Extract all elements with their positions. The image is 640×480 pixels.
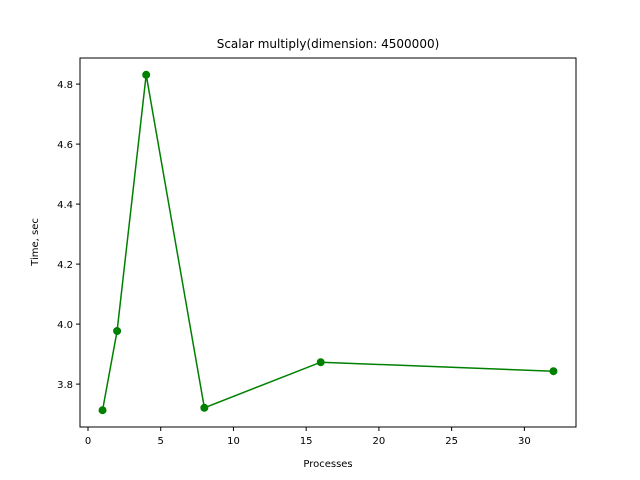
x-tick-label: 15	[300, 436, 313, 447]
data-point	[549, 367, 557, 375]
series-group	[99, 71, 558, 414]
x-tick-label: 25	[445, 436, 458, 447]
y-tick-label: 4.4	[57, 200, 73, 211]
y-tick-label: 3.8	[57, 380, 73, 391]
data-point	[142, 71, 150, 79]
x-axis-label: Processes	[303, 459, 352, 470]
chart-title: Scalar multiply(dimension: 4500000)	[217, 37, 440, 51]
y-tick-label: 4.8	[57, 80, 73, 91]
y-axis-label: Time, sec	[30, 218, 41, 267]
x-tick-label: 20	[373, 436, 386, 447]
plot-frame	[80, 58, 576, 427]
y-tick-label: 4.6	[57, 140, 73, 151]
data-point	[317, 358, 325, 366]
x-axis: 0 5 10 15 20 25 30	[85, 427, 531, 447]
data-point	[113, 327, 121, 335]
x-tick-label: 10	[227, 436, 240, 447]
y-tick-label: 4.2	[57, 260, 73, 271]
y-axis: 3.8 4.0 4.2 4.4 4.6 4.8	[57, 80, 80, 391]
data-point	[200, 404, 208, 412]
plot-area	[80, 58, 576, 427]
series-line	[103, 75, 554, 410]
x-tick-label: 5	[158, 436, 164, 447]
x-tick-label: 0	[85, 436, 91, 447]
data-point	[99, 406, 107, 414]
x-tick-label: 30	[518, 436, 531, 447]
y-tick-label: 4.0	[57, 320, 73, 331]
